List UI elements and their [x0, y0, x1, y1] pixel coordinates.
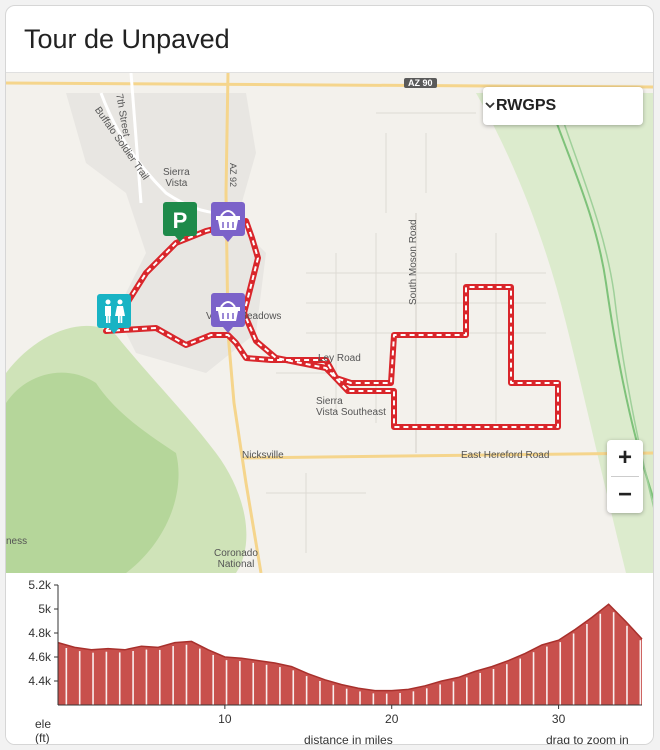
- restroom-marker[interactable]: [97, 294, 131, 334]
- y-tick-label: 4.6k: [28, 650, 52, 664]
- city-label-sierra-vista: Sierra Vista: [163, 167, 190, 189]
- town-label-nicksville: Nicksville: [242, 450, 284, 461]
- route-card: Tour de Unpaved: [5, 5, 654, 745]
- street-grid: [266, 112, 546, 553]
- town-label-sierra-se: Sierra Vista Southeast: [316, 396, 386, 418]
- shop-marker-south[interactable]: [211, 293, 245, 333]
- elevation-line: [57, 603, 643, 692]
- zoom-controls: + −: [607, 440, 643, 513]
- y-tick-label: 5k: [38, 602, 52, 616]
- highway-92-road: [224, 73, 263, 573]
- zoom-out-button[interactable]: −: [617, 481, 632, 508]
- drag-hint: drag to zoom in: [546, 733, 629, 745]
- parking-icon: P: [163, 202, 197, 242]
- road-label-hereford: East Hereford Road: [461, 450, 550, 461]
- seventh-street: [129, 73, 143, 204]
- zoom-divider: [611, 476, 639, 477]
- forest-label-wilderness: ness: [6, 536, 28, 547]
- elevation-area: [58, 604, 642, 705]
- road-label-moson: South Moson Road: [408, 219, 419, 305]
- x-tick-label: 30: [552, 712, 566, 726]
- hereford-road: [240, 451, 653, 460]
- highway-road: [6, 81, 653, 89]
- map-layer-select[interactable]: RWGPS: [483, 87, 643, 125]
- x-axis-label: distance in miles: [304, 733, 393, 745]
- y-tick-label: 4.4k: [28, 674, 52, 688]
- x-tick-label: 10: [218, 712, 232, 726]
- basket-icon: [211, 202, 245, 242]
- elevation-profile[interactable]: 4.4k 4.6k 4.8k 5k 5.2k 10 20 30 ele (ft) distan…: [6, 573, 654, 745]
- forest-area-dark: [6, 372, 179, 573]
- forest-label-coronado: Coronado National: [214, 548, 258, 570]
- map-layer-value: RWGPS: [496, 97, 557, 114]
- y-tick-label: 4.8k: [28, 626, 52, 640]
- page-title: Tour de Unpaved: [24, 24, 230, 54]
- chevron-down-icon: [485, 102, 495, 109]
- elevation-chart[interactable]: 4.4k 4.6k 4.8k 5k 5.2k 10 20 30: [6, 573, 654, 745]
- basket-icon: [211, 293, 245, 333]
- road-label-ley: Ley Road: [318, 353, 361, 364]
- highway-shield: AZ 90: [404, 78, 437, 88]
- route-line-dash: [105, 220, 559, 428]
- parking-marker[interactable]: P: [163, 202, 197, 242]
- parking-glyph: P: [173, 208, 188, 233]
- map-canvas[interactable]: [6, 73, 654, 573]
- buffalo-road: [99, 92, 222, 215]
- zoom-in-button[interactable]: +: [617, 444, 632, 471]
- route-map[interactable]: AZ 90 7th Street Buffalo Soldier Trail S…: [6, 72, 654, 574]
- y-tick-label: 5.2k: [28, 578, 52, 592]
- river: [545, 92, 653, 501]
- shop-marker-north[interactable]: [211, 202, 245, 242]
- y-axis-unit: ele (ft): [35, 717, 52, 745]
- restroom-icon: [97, 294, 131, 334]
- x-tick-label: 20: [385, 712, 399, 726]
- road-label-92: AZ 92: [228, 163, 238, 188]
